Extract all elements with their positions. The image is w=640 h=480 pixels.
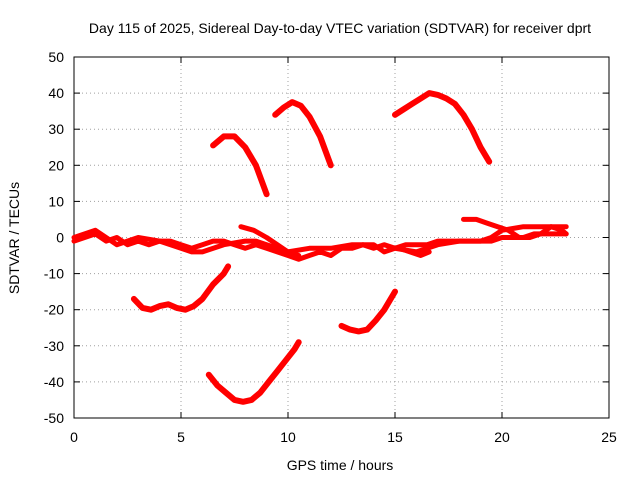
series-blob-19 <box>461 216 569 240</box>
y-tick-label: -50 <box>44 410 64 426</box>
y-tick-label: -30 <box>44 338 64 354</box>
x-tick-label: 0 <box>70 429 78 445</box>
x-tick-label: 15 <box>387 429 403 445</box>
y-tick-label: 30 <box>48 121 64 137</box>
series-arc-b <box>272 99 334 169</box>
y-tick-label: -40 <box>44 374 64 390</box>
series-arc-c <box>392 90 493 165</box>
series-arc-a <box>210 133 270 198</box>
x-tick-label: 10 <box>280 429 296 445</box>
y-tick-label: 20 <box>48 157 64 173</box>
series-dip-a <box>130 263 232 313</box>
x-tick-label: 25 <box>601 429 617 445</box>
chart-title: Day 115 of 2025, Sidereal Day-to-day VTE… <box>89 20 591 36</box>
y-tick-label: -10 <box>44 266 64 282</box>
axis-ticks: 0 5 10 15 20 25 -50 -40 -30 -20 -10 0 10 20 30 40 50 <box>44 49 617 445</box>
y-tick-label: 50 <box>48 49 64 65</box>
y-axis-label: SDTVAR / TECUs <box>6 182 22 294</box>
x-tick-label: 20 <box>494 429 510 445</box>
y-tick-label: 40 <box>48 85 64 101</box>
series-dip-c <box>338 288 398 335</box>
series-dip-b <box>205 339 302 405</box>
data-series <box>71 90 569 405</box>
y-tick-label: 10 <box>48 193 64 209</box>
x-tick-label: 5 <box>177 429 185 445</box>
series-blob-16 <box>396 245 432 258</box>
y-tick-label: -20 <box>44 302 64 318</box>
series-blob-7 <box>238 224 302 258</box>
x-axis-label: GPS time / hours <box>287 457 394 473</box>
series-baseline-b <box>71 224 569 255</box>
y-tick-label: 0 <box>56 230 64 246</box>
